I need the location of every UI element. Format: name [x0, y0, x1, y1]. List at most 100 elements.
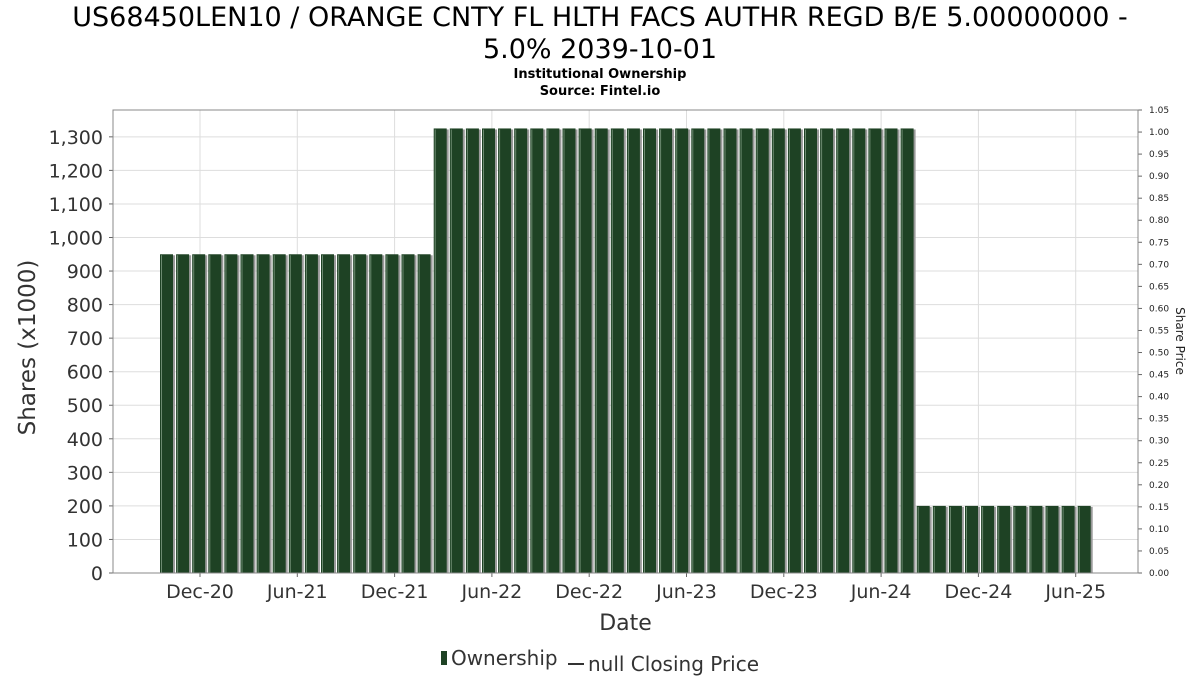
ownership-bar — [981, 505, 995, 573]
x-tick-label: Dec-21 — [361, 581, 429, 603]
y-tick-label: 800 — [67, 295, 103, 317]
x-tick-label: Dec-24 — [944, 581, 1012, 603]
legend-label-ownership: Ownership — [450, 646, 558, 670]
ownership-bar — [256, 254, 270, 573]
legend-swatch-closing-price — [567, 663, 584, 665]
y-tick-label: 700 — [67, 328, 103, 350]
y-tick-label: 200 — [67, 496, 103, 518]
ownership-bar — [482, 128, 495, 574]
y2-tick-label: 1.00 — [1149, 128, 1169, 138]
y-tick-label: 1,100 — [49, 194, 103, 216]
ownership-bar — [626, 128, 640, 574]
y2-tick-label: 0.50 — [1149, 349, 1169, 359]
chart-title-line-2: 5.0% 2039-10-01 — [482, 34, 718, 65]
chart-title-line-1: US68450LEN10 / ORANGE CNTY FL HLTH FACS … — [72, 2, 1128, 33]
x-tick-label: Dec-23 — [750, 581, 818, 603]
chart-subtitle-source: Source: Fintel.io — [539, 84, 661, 99]
y2-tick-label: 0.85 — [1149, 194, 1169, 204]
y2-tick-label: 0.90 — [1149, 172, 1169, 182]
ownership-bar — [1013, 505, 1027, 573]
ownership-bar — [965, 505, 978, 573]
y2-tick-label: 0.10 — [1149, 525, 1169, 535]
ownership-bar — [900, 128, 914, 574]
ownership-bar — [659, 128, 673, 574]
y2-tick-label: 0.45 — [1149, 371, 1169, 381]
ownership-bar — [1045, 505, 1059, 573]
ownership-bar — [739, 128, 753, 574]
y-tick-label: 600 — [67, 362, 103, 384]
chart-legend: Ownership null Closing Price — [0, 646, 1200, 676]
y2-tick-label: 0.15 — [1149, 503, 1169, 513]
x-tick-label: Jun-24 — [850, 581, 912, 603]
ownership-bar — [1029, 505, 1043, 573]
legend-item-closing-price[interactable]: null Closing Price — [567, 652, 760, 676]
ownership-bar — [546, 128, 560, 574]
chart-subtitle-ownership: Institutional Ownership — [513, 67, 687, 82]
y2-tick-label: 0.25 — [1149, 459, 1169, 469]
ownership-bar — [385, 254, 399, 573]
y2-tick-label: 0.70 — [1149, 260, 1169, 270]
ownership-bar — [562, 128, 576, 574]
ownership-bar — [820, 128, 834, 574]
ownership-bar — [723, 128, 737, 574]
y-tick-label: 100 — [67, 529, 103, 551]
ownership-bar — [272, 254, 286, 573]
ownership-bar — [804, 128, 817, 574]
y-tick-label: 900 — [67, 261, 103, 283]
ownership-bar — [675, 128, 689, 574]
ownership-bar — [884, 128, 898, 574]
ownership-bar — [771, 128, 785, 574]
ownership-bar — [401, 254, 415, 573]
y2-tick-label: 0.55 — [1149, 326, 1169, 336]
x-tick-label: Jun-22 — [461, 581, 523, 603]
ownership-bar — [1061, 505, 1075, 573]
y2-tick-label: 0.95 — [1149, 150, 1169, 160]
y2-tick-label: 0.80 — [1149, 216, 1169, 226]
legend-item-ownership[interactable]: Ownership — [440, 646, 558, 670]
y2-tick-label: 0.05 — [1149, 547, 1169, 557]
ownership-bar — [932, 505, 946, 573]
x-tick-label: Jun-25 — [1044, 581, 1106, 603]
y2-tick-label: 0.40 — [1149, 393, 1169, 403]
y2-tick-label: 0.60 — [1149, 304, 1169, 314]
ownership-bar — [337, 254, 351, 573]
ownership-bar — [321, 254, 334, 573]
y2-tick-label: 0.20 — [1149, 481, 1169, 491]
ownership-bar — [691, 128, 705, 574]
ownership-bar — [997, 505, 1011, 573]
y2-tick-label: 0.00 — [1149, 569, 1169, 579]
x-tick-label: Jun-21 — [266, 581, 328, 603]
x-tick-label: Jun-23 — [655, 581, 717, 603]
x-tick-label: Dec-22 — [555, 581, 623, 603]
ownership-bar — [449, 128, 463, 574]
ownership-bar — [288, 254, 302, 573]
x-axis-title: Date — [599, 611, 652, 636]
y2-axis-title: Share Price — [1173, 307, 1187, 375]
ownership-bar — [578, 128, 592, 574]
ownership-bar — [417, 254, 431, 573]
y2-tick-label: 0.75 — [1149, 238, 1169, 248]
x-tick-label: Dec-20 — [166, 581, 234, 603]
ownership-bar — [224, 254, 238, 573]
ownership-bar — [707, 128, 721, 574]
ownership-bar — [852, 128, 866, 574]
legend-swatch-ownership — [440, 651, 447, 665]
ownership-bar — [465, 128, 479, 574]
ownership-bar — [304, 254, 318, 573]
ownership-bar — [948, 505, 962, 573]
ownership-bar — [240, 254, 254, 573]
plot-border — [112, 109, 1139, 574]
ownership-bar — [868, 128, 882, 574]
y2-tick-label: 1.05 — [1149, 106, 1169, 116]
ownership-bar — [208, 254, 222, 573]
y-tick-label: 400 — [67, 429, 103, 451]
legend-label-closing-price: null Closing Price — [587, 652, 760, 676]
ownership-bar — [433, 128, 447, 574]
ownership-bar — [514, 128, 528, 574]
ownership-bar — [594, 128, 608, 574]
y2-tick-label: 0.30 — [1149, 437, 1169, 447]
ownership-bar — [643, 128, 656, 574]
y-tick-label: 1,200 — [49, 160, 103, 182]
ownership-bar — [916, 505, 930, 573]
